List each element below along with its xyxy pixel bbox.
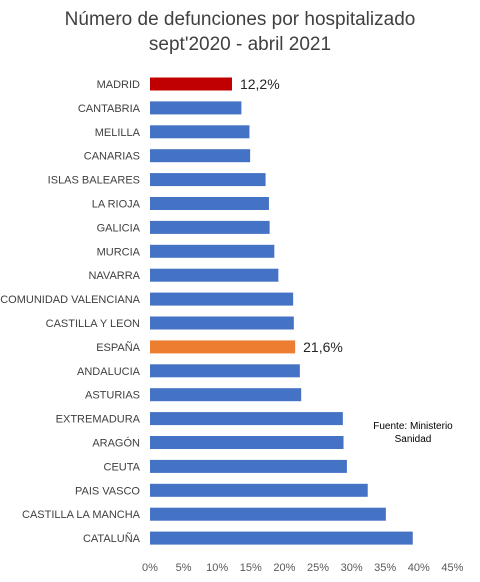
category-label: CEUTA xyxy=(104,461,141,473)
bar-madrid xyxy=(150,77,232,91)
category-label: CANARIAS xyxy=(84,151,140,163)
x-tick-label: 20% xyxy=(273,562,295,574)
bar-pais-vasco xyxy=(150,483,368,497)
bar-murcia xyxy=(150,244,275,258)
bar-navarra xyxy=(150,268,279,282)
bar-extremadura xyxy=(150,412,343,426)
x-tick-label: 15% xyxy=(240,562,262,574)
x-tick-label: 40% xyxy=(408,562,430,574)
category-label: CATALUÑA xyxy=(83,532,141,545)
x-tick-label: 25% xyxy=(307,562,329,574)
bar-españa xyxy=(150,340,296,354)
category-label: CASTILLA Y LEON xyxy=(46,318,140,330)
category-label: CASTILLA LA MANCHA xyxy=(22,509,141,521)
data-label: 21,6% xyxy=(303,339,343,355)
x-tick-label: 10% xyxy=(206,562,228,574)
bar-comunidad-valenciana xyxy=(150,292,294,306)
category-label: ASTURIAS xyxy=(85,390,140,402)
category-label: ARAGÓN xyxy=(92,437,140,450)
category-label: GALICIA xyxy=(97,222,141,234)
category-label: ANDALUCIA xyxy=(77,366,141,378)
bar-melilla xyxy=(150,125,250,139)
category-label: COMUNIDAD VALENCIANA xyxy=(0,294,140,306)
category-label: MURCIA xyxy=(97,246,141,258)
category-label: ESPAÑA xyxy=(96,341,140,354)
category-label: MADRID xyxy=(97,79,140,91)
bar-islas-baleares xyxy=(150,173,266,187)
category-label: MELILLA xyxy=(95,127,141,139)
x-tick-label: 0% xyxy=(142,562,158,574)
bar-canarias xyxy=(150,149,251,163)
bar-galicia xyxy=(150,220,270,234)
category-label: LA RIOJA xyxy=(92,199,141,211)
x-tick-label: 35% xyxy=(374,562,396,574)
bar-ceuta xyxy=(150,459,347,473)
chart-title: Número de defunciones por hospitalizado xyxy=(64,9,416,30)
bar-castilla-la-mancha xyxy=(150,507,386,521)
source-note: Fuente: Ministerio Sanidad xyxy=(373,421,453,445)
bar-aragón xyxy=(150,436,344,449)
x-tick-label: 45% xyxy=(441,562,463,574)
category-label: NAVARRA xyxy=(88,270,140,282)
bar-cantabria xyxy=(150,101,242,115)
bar-asturias xyxy=(150,388,302,402)
bar-la-rioja xyxy=(150,197,269,210)
category-label: EXTREMADURA xyxy=(56,414,141,426)
bar-castilla-y-leon xyxy=(150,316,294,330)
data-label: 12,2% xyxy=(240,76,280,92)
x-tick-label: 5% xyxy=(176,562,192,574)
x-tick-label: 30% xyxy=(341,562,363,574)
chart-subtitle: sept'2020 - abril 2021 xyxy=(148,34,332,55)
category-label: CANTABRIA xyxy=(78,103,141,115)
category-label: ISLAS BALEARES xyxy=(48,175,140,187)
category-label: PAIS VASCO xyxy=(75,485,140,497)
bar-cataluña xyxy=(150,531,413,545)
bar-andalucia xyxy=(150,364,300,378)
